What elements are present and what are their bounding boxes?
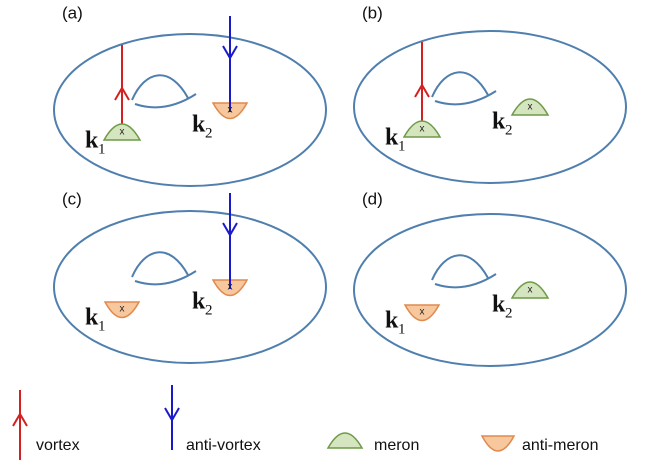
k-symbol: k [192, 112, 206, 138]
point-mark: x [120, 304, 125, 315]
panel-label: (d) [362, 189, 383, 208]
legend-meron-icon [328, 433, 362, 448]
legend-anti-meron-icon [482, 436, 514, 451]
torus-hole [132, 252, 188, 277]
point-mark: x [528, 102, 533, 113]
k-symbol: k [385, 125, 399, 151]
k-subscript: 1 [398, 321, 406, 337]
torus-hole [132, 75, 188, 100]
point-mark: x [420, 124, 425, 135]
k-subscript: 1 [98, 318, 106, 334]
torus [54, 34, 326, 186]
diagram: vortex anti-vortex meron anti-meron (a) x… [0, 0, 647, 471]
legend-anti-vortex-label: anti-vortex [186, 437, 261, 454]
k-symbol: k [192, 289, 206, 315]
legend-vortex-label: vortex [36, 437, 80, 454]
k-subscript: 2 [505, 305, 513, 321]
point-mark: x [120, 127, 125, 138]
k-subscript: 2 [205, 125, 213, 141]
k-subscript: 1 [98, 141, 106, 157]
point-mark: x [420, 307, 425, 318]
point-mark: x [228, 282, 233, 293]
torus [54, 211, 326, 363]
panel-label: (c) [62, 189, 82, 208]
k-subscript: 2 [205, 302, 213, 318]
point-mark: x [528, 285, 533, 296]
torus [354, 214, 626, 366]
torus [354, 31, 626, 183]
k-symbol: k [385, 308, 399, 334]
point-mark: x [228, 105, 233, 116]
legend: vortex anti-vortex meron anti-meron [13, 385, 598, 460]
k-subscript: 2 [505, 122, 513, 138]
k-symbol: k [492, 109, 506, 135]
k-symbol: k [85, 128, 99, 154]
torus-hole [432, 255, 488, 280]
k-symbol: k [85, 305, 99, 331]
legend-meron-label: meron [374, 437, 419, 454]
panel-label: (a) [62, 3, 83, 22]
panel-label: (b) [362, 3, 383, 22]
k-subscript: 1 [398, 138, 406, 154]
torus-hole [432, 72, 488, 97]
legend-anti-meron-label: anti-meron [522, 437, 598, 454]
k-symbol: k [492, 292, 506, 318]
